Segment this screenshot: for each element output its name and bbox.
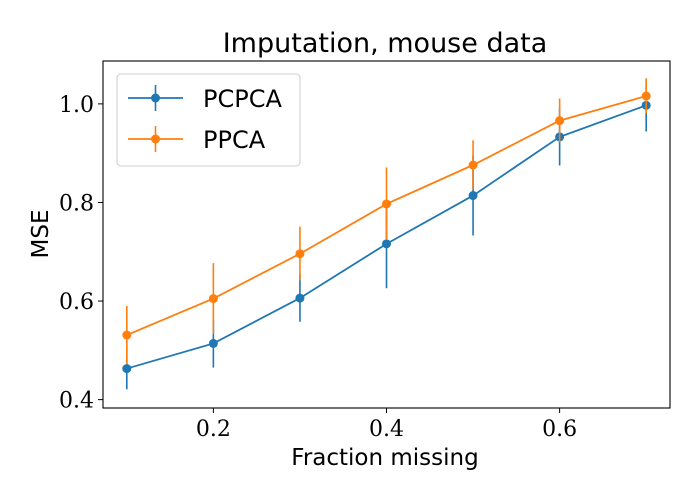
data-point xyxy=(122,364,132,374)
y-tick-label: 0.4 xyxy=(59,389,94,414)
x-tick-label: 0.4 xyxy=(369,417,404,442)
data-point xyxy=(382,239,391,249)
data-point xyxy=(295,249,305,259)
legend-marker xyxy=(151,134,160,144)
axes-ticks: 0.2 0.4 0.6 0.4 0.6 0.8 1.0 xyxy=(59,93,577,442)
legend: PCPCA PPCA xyxy=(116,73,301,167)
y-tick-label: 0.8 xyxy=(59,191,94,216)
data-point xyxy=(468,160,478,170)
legend-frame xyxy=(116,73,301,167)
data-point xyxy=(208,294,218,304)
data-point xyxy=(295,293,305,303)
y-axis-label: MSE xyxy=(28,210,54,259)
chart-title: Imputation, mouse data xyxy=(223,28,548,59)
y-tick-label: 0.6 xyxy=(59,290,94,315)
legend-label: PCPCA xyxy=(203,85,282,113)
x-axis-label: Fraction missing xyxy=(291,445,478,471)
plot-area xyxy=(122,78,651,390)
data-point xyxy=(468,191,478,201)
series-ppca xyxy=(122,78,651,365)
legend-label: PPCA xyxy=(203,126,266,154)
legend-marker xyxy=(151,93,160,103)
legend-item-pcpca: PCPCA xyxy=(128,85,282,113)
data-point xyxy=(641,91,651,101)
data-point xyxy=(382,199,391,209)
x-tick-label: 0.2 xyxy=(196,417,231,442)
legend-item-ppca: PPCA xyxy=(128,126,266,154)
x-tick-label: 0.6 xyxy=(542,417,577,442)
data-point xyxy=(122,330,132,340)
data-point xyxy=(555,116,565,126)
y-tick-label: 1.0 xyxy=(59,93,94,118)
data-point xyxy=(208,338,218,348)
